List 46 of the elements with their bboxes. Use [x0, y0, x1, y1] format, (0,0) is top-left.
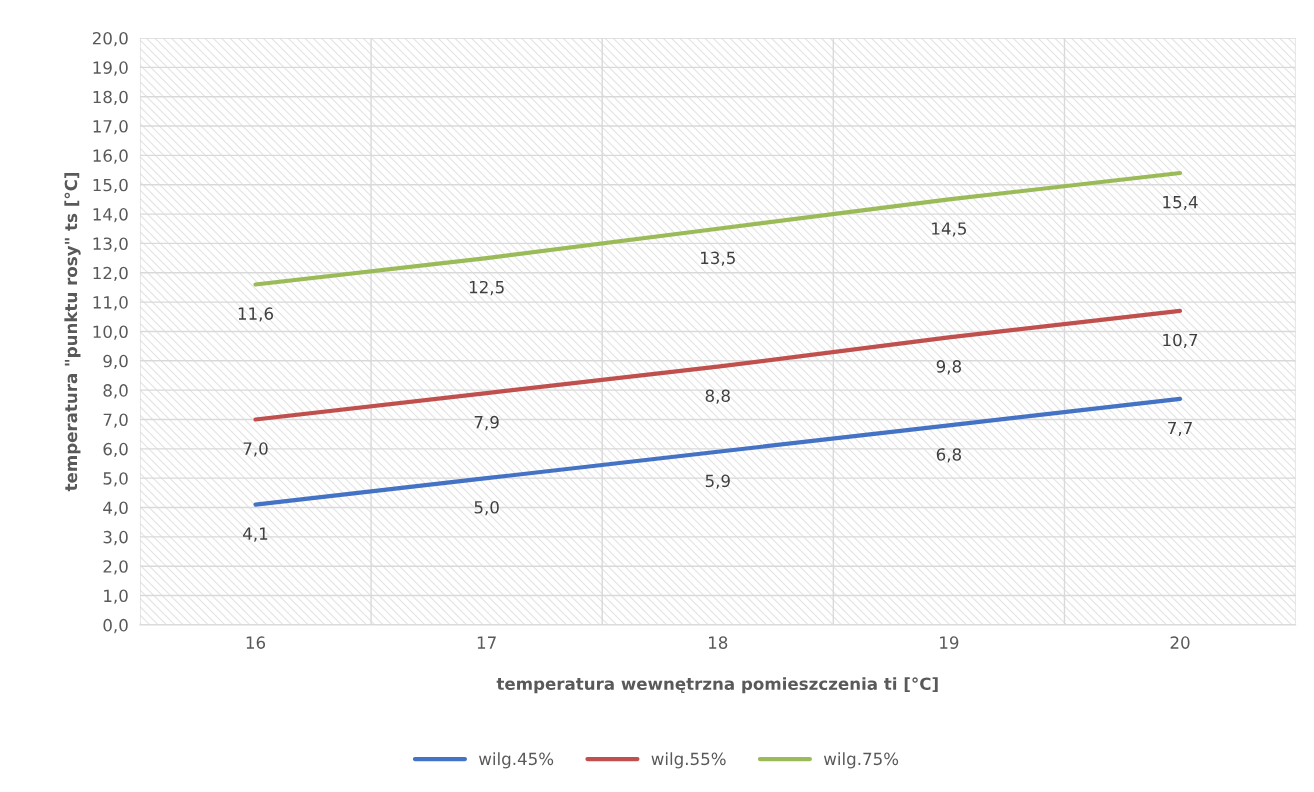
y-tick-label: 16,0: [93, 149, 128, 164]
data-label: 12,5: [469, 280, 504, 296]
data-label: 9,8: [936, 360, 962, 375]
y-tick-label: 4,0: [103, 501, 128, 516]
data-label: 10,7: [1163, 333, 1198, 348]
y-tick-label: 17,0: [93, 120, 128, 135]
data-label: 11,6: [238, 307, 274, 322]
y-tick-label: 3,0: [103, 530, 128, 546]
x-axis-title: temperatura wewnętrzna pomieszczenia ti [°C]: [496, 677, 938, 694]
y-tick-label: 5,0: [103, 472, 128, 487]
data-label: 8,8: [705, 389, 730, 404]
data-label: 14,5: [932, 222, 966, 237]
data-label: 4,1: [243, 527, 268, 542]
data-label: 5,9: [705, 474, 730, 489]
data-label: 6,8: [936, 448, 962, 463]
data-label: 7,9: [474, 415, 499, 431]
legend-label: wilg.55%: [651, 752, 726, 769]
legend-label: wilg.75%: [823, 752, 899, 769]
y-tick-label: 19,0: [93, 61, 128, 76]
y-tick-label: 2,0: [103, 560, 128, 575]
y-tick-label: 10,0: [93, 325, 128, 340]
data-label: 13,5: [701, 251, 735, 266]
data-label: 7,0: [243, 442, 268, 457]
y-tick-label: 18,0: [93, 90, 128, 105]
data-label: 5,0: [474, 500, 499, 516]
y-tick-label: 12,0: [93, 266, 128, 282]
y-tick-label: 13,0: [93, 237, 128, 252]
y-tick-label: 7,0: [103, 413, 128, 428]
x-tick-label: 17: [477, 636, 496, 649]
legend-label: wilg.45%: [478, 752, 554, 769]
y-tick-label: 20,0: [92, 31, 128, 47]
y-axis-title: temperatura "punktu rosy" ts [°C]: [64, 172, 81, 492]
y-tick-label: 15,0: [93, 178, 128, 193]
y-tick-label: 8,0: [103, 384, 128, 399]
y-tick-label: 11,0: [93, 296, 128, 311]
data-label: 7,7: [1168, 421, 1192, 437]
y-tick-label: 1,0: [104, 589, 128, 604]
y-tick-label: 9,0: [103, 354, 128, 370]
x-tick-label: 18: [709, 636, 728, 649]
x-tick-label: 19: [940, 636, 959, 649]
x-tick-label: 20: [1170, 636, 1190, 649]
y-tick-label: 14,0: [93, 208, 128, 223]
x-tick-label: 16: [246, 636, 266, 649]
data-label: 15,4: [1163, 196, 1198, 211]
y-tick-label: 6,0: [103, 442, 128, 458]
y-tick-label: 0,0: [103, 618, 128, 634]
